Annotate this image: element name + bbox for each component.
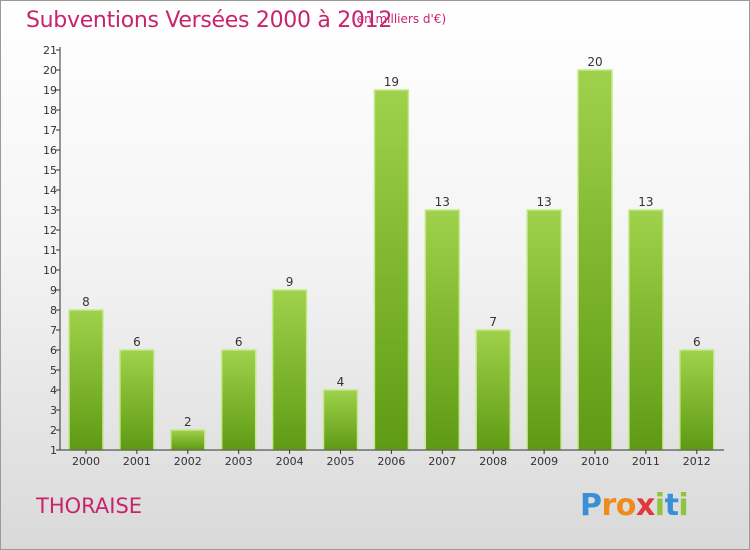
logo-letter: i: [678, 488, 689, 523]
bar: [526, 209, 562, 451]
x-tick-label: 2008: [479, 455, 507, 468]
logo-letter: o: [615, 488, 637, 523]
y-tick-label: 21: [43, 44, 57, 57]
logo-letter: t: [664, 488, 679, 523]
bar: [119, 349, 155, 451]
x-tick-label: 2001: [123, 455, 151, 468]
y-tick-label: 20: [43, 64, 57, 77]
bar-value-label: 13: [638, 195, 653, 209]
proxiti-logo: Proxiti: [580, 488, 689, 523]
y-tick-label: 15: [43, 164, 57, 177]
bar: [170, 429, 206, 451]
bar-value-label: 6: [133, 335, 141, 349]
bar-value-label: 2: [184, 415, 192, 429]
y-tick-label: 2: [50, 424, 57, 437]
y-tick-label: 16: [43, 144, 57, 157]
y-tick-label: 12: [43, 224, 57, 237]
bar: [628, 209, 664, 451]
x-tick-label: 2011: [632, 455, 660, 468]
bars-group: 8 6 2 6 9 4 19 13 7 13 20 13 6: [68, 55, 715, 451]
y-tick-label: 17: [43, 124, 57, 137]
y-tick-label: 18: [43, 104, 57, 117]
y-tick-label: 7: [50, 324, 57, 337]
x-tick-label: 2003: [225, 455, 253, 468]
bar-value-label: 7: [489, 315, 497, 329]
y-tick-label: 3: [50, 404, 57, 417]
bar-value-label: 6: [235, 335, 243, 349]
y-tick-label: 13: [43, 204, 57, 217]
bar: [68, 309, 104, 451]
y-tick-label: 5: [50, 364, 57, 377]
x-tick-label: 2000: [72, 455, 100, 468]
y-tick-label: 4: [50, 384, 57, 397]
bar: [271, 289, 308, 451]
bar-value-label: 4: [337, 375, 345, 389]
bar-value-label: 6: [693, 335, 701, 349]
bar: [424, 209, 461, 451]
x-tick-label: 2002: [174, 455, 202, 468]
x-tick-label: 2007: [428, 455, 456, 468]
y-tick-label: 1: [50, 444, 57, 457]
logo-letter: x: [635, 488, 655, 523]
bar-value-label: 8: [82, 295, 90, 309]
bar-value-label: 19: [384, 75, 399, 89]
y-tick-label: 8: [50, 304, 57, 317]
chart-title: Subventions Versées 2000 à 2012: [26, 8, 393, 33]
x-tick-label: 2005: [327, 455, 355, 468]
logo-letter: r: [601, 488, 617, 523]
y-tick-label: 11: [43, 244, 57, 257]
bar-value-label: 9: [286, 275, 294, 289]
x-tick-label: 2009: [530, 455, 558, 468]
y-tick-label: 14: [43, 184, 57, 197]
bar: [373, 89, 410, 451]
x-tick-label: 2012: [683, 455, 711, 468]
bar: [322, 389, 359, 451]
bar: [475, 329, 511, 451]
logo-letter: i: [654, 488, 665, 523]
y-tick-label: 10: [43, 264, 57, 277]
x-tick-label: 2006: [377, 455, 405, 468]
y-tick-label: 6: [50, 344, 57, 357]
bar-value-label: 20: [587, 55, 602, 69]
commune-name: THORAISE: [36, 494, 143, 518]
bar-value-label: 13: [435, 195, 450, 209]
x-tick-label: 2004: [276, 455, 304, 468]
y-tick-label: 19: [43, 84, 57, 97]
unit-note: (en milliers d'€): [352, 12, 447, 26]
y-tick-label: 9: [50, 284, 57, 297]
bar: [577, 69, 613, 451]
x-tick-label: 2010: [581, 455, 609, 468]
logo-letter: P: [580, 488, 602, 523]
bar-value-label: 13: [536, 195, 551, 209]
bar: [220, 349, 257, 451]
x-axis: 2000 2001 2002 2003 2004 2005 2006 2007 2008 2009…: [60, 449, 724, 468]
bar: [679, 349, 715, 451]
